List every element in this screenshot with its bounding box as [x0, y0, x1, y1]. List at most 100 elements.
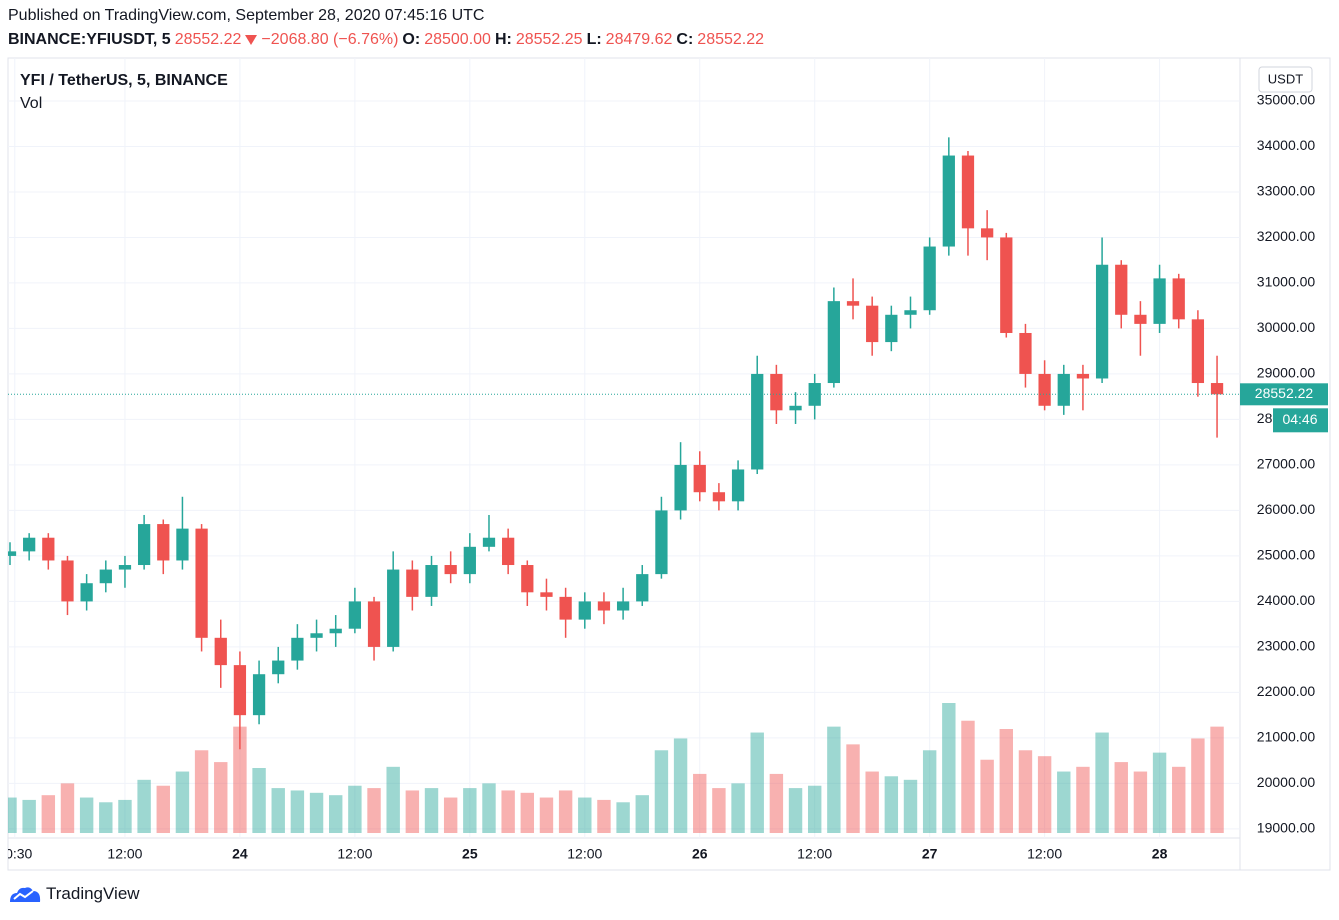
volume-bar [233, 726, 247, 833]
volume-bar [788, 788, 803, 833]
y-tick-label: 21000.00 [1257, 729, 1316, 745]
candle-body [616, 601, 630, 611]
grid [8, 58, 1240, 838]
candle-body [751, 373, 764, 470]
candle-body [1134, 314, 1147, 324]
candle-body [406, 569, 419, 597]
y-tick-label: 29000.00 [1257, 365, 1316, 381]
volume-bar [731, 783, 745, 833]
candle-body [444, 565, 457, 575]
candle-body [885, 314, 898, 343]
axis-labels: 19000.00 20000.00 21000.00 22000.00 23000.00… [8, 92, 1316, 862]
candle-body [578, 601, 591, 620]
volume-bar [846, 744, 860, 833]
volume-bar [903, 779, 918, 833]
volume-bar [654, 750, 669, 833]
x-tick-label: 12:00 [567, 846, 602, 862]
ohlc-value: 28479.62 [605, 31, 673, 48]
ohlc-label: H: [494, 31, 512, 48]
chart-frame [7, 57, 1331, 871]
x-tick-label: 26 [692, 846, 708, 862]
currency-label[interactable]: USDT [1268, 71, 1303, 86]
candle-body [1038, 373, 1051, 406]
currency-button[interactable] [1258, 66, 1313, 93]
volume-bar [443, 797, 458, 833]
candle-body [789, 405, 802, 411]
volume-bar [635, 795, 649, 833]
volume-bar [807, 785, 822, 833]
candle-body [310, 633, 323, 638]
ohlc-value: 28552.22 [697, 31, 765, 48]
volume-bar [558, 790, 573, 833]
volume-bar [539, 797, 554, 833]
volume-bar [290, 790, 305, 833]
volume-bar [60, 783, 75, 833]
volume [8, 703, 1224, 833]
y-tick-label: 19000.00 [1257, 820, 1316, 836]
candle-body [23, 537, 36, 552]
ohlc-label: O: [402, 31, 421, 48]
volume-bar [252, 768, 266, 833]
y-tick-label: 27000.00 [1257, 456, 1316, 472]
candle-body [233, 665, 247, 716]
x-tick-label: 12:00 [337, 846, 372, 862]
y-tick-label: 35000.00 [1257, 92, 1316, 108]
last-price-overlay: 28552.22 04:46 [8, 383, 1328, 433]
candle-body [463, 546, 476, 575]
candle-body [482, 537, 496, 547]
volume-bar [750, 732, 764, 833]
candle-body [1019, 332, 1032, 374]
volume-bar [884, 776, 899, 833]
candle-body [176, 528, 189, 561]
volume-bar [8, 797, 17, 833]
volume-bar [827, 726, 841, 833]
volume-bar [520, 792, 535, 833]
candle-body [636, 574, 649, 602]
volume-bar [41, 795, 56, 833]
candle-body [904, 310, 917, 315]
volume-bar [1191, 738, 1205, 833]
candle-body [866, 305, 879, 343]
x-tick-label: 28 [1152, 846, 1168, 862]
volume-bar [769, 773, 784, 833]
candle-body [731, 469, 745, 502]
y-tick-label: 20000.00 [1257, 774, 1316, 790]
volume-bar [1037, 756, 1052, 833]
volume-bar [194, 750, 209, 833]
candle-body [137, 524, 151, 566]
volume-bar [1152, 752, 1167, 833]
candle-body [1153, 278, 1166, 324]
volume-bar [961, 720, 975, 833]
down-arrow [245, 35, 258, 45]
x-tick-label: 27 [922, 846, 938, 862]
candle-body [1191, 319, 1205, 384]
volume-bar [1172, 766, 1186, 833]
candles [8, 137, 1224, 750]
candle-body [214, 637, 227, 666]
volume-bar [1210, 726, 1224, 833]
volume-bar [175, 771, 190, 833]
candle-body [291, 637, 304, 661]
countdown-label: 04:46 [1282, 411, 1317, 427]
y-tick-label: 25000.00 [1257, 547, 1316, 563]
ohlc-value: 28500.00 [424, 31, 491, 48]
volume-bar [578, 797, 592, 833]
x-tick-label: 12:00 [1027, 846, 1062, 862]
ohlc-value: 28552.25 [515, 31, 583, 48]
volume-bar [597, 799, 611, 833]
candle-body [961, 155, 975, 229]
symbol-line: BINANCE:YFIUSDT, 5 28552.22 −2068.80 (−6… [8, 31, 764, 49]
legend-title: YFI / TetherUS, 5, BINANCE [20, 72, 228, 89]
volume-bar [673, 738, 688, 833]
symbol: BINANCE:YFIUSDT, 5 [8, 31, 171, 48]
candle-body [1076, 373, 1090, 379]
volume-bar [1114, 762, 1128, 833]
volume-bar [22, 799, 36, 833]
volume-bar [693, 773, 707, 833]
volume-bar [137, 779, 151, 833]
candle-body [348, 601, 362, 629]
legend-volume: Vol [20, 95, 42, 112]
brand-name: TradingView [46, 884, 140, 903]
y-tick-label: 24000.00 [1257, 592, 1316, 608]
